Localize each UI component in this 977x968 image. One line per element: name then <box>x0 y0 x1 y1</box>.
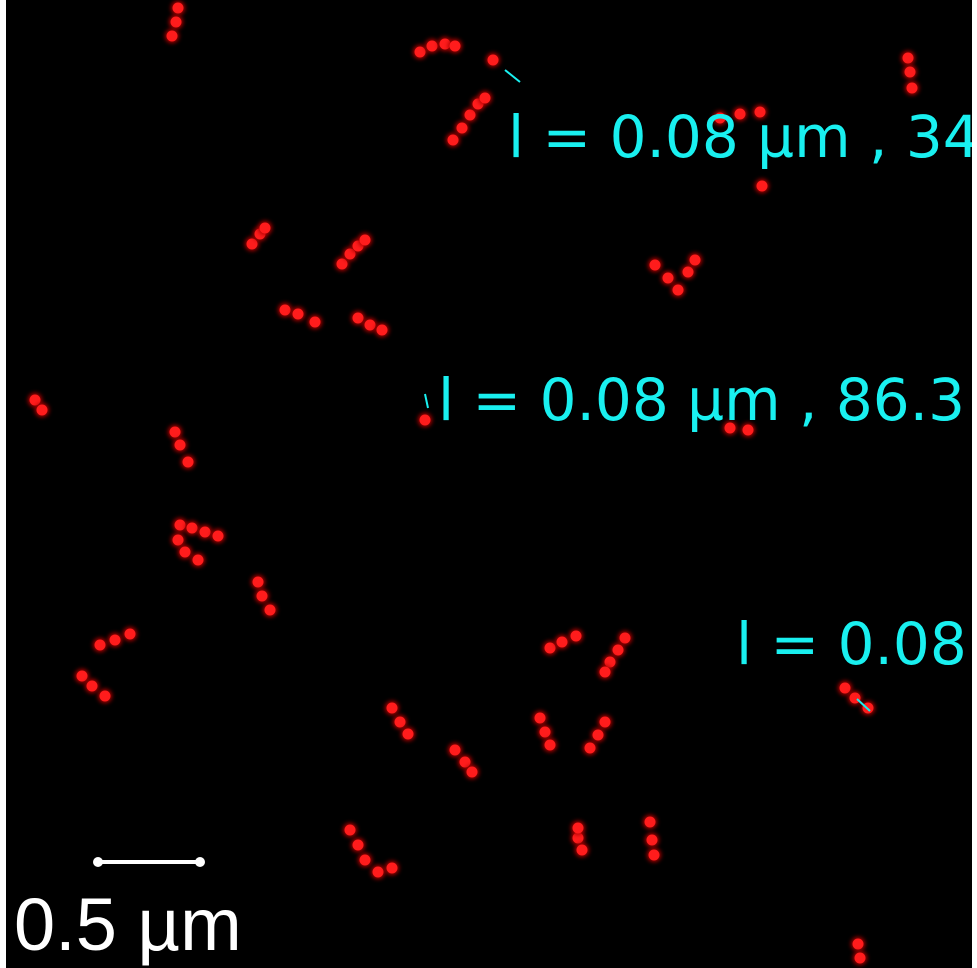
spot <box>480 93 491 104</box>
annotation: l = 0.08 <box>736 610 967 678</box>
spot <box>448 135 459 146</box>
spot <box>613 645 624 656</box>
spot <box>87 681 98 692</box>
spot <box>280 305 291 316</box>
spot <box>690 255 701 266</box>
spot <box>125 629 136 640</box>
spot <box>663 273 674 284</box>
spot <box>180 547 191 558</box>
spot <box>557 637 568 648</box>
spot <box>193 555 204 566</box>
spot <box>465 110 476 121</box>
spot <box>650 260 661 271</box>
spot <box>600 717 611 728</box>
spot <box>545 643 556 654</box>
spot <box>247 239 258 250</box>
spot <box>545 740 556 751</box>
spot <box>855 953 866 964</box>
spot <box>253 577 264 588</box>
spot <box>360 235 371 246</box>
spot <box>571 631 582 642</box>
spot <box>353 840 364 851</box>
spot <box>260 223 271 234</box>
spot <box>647 835 658 846</box>
scale-bar-end <box>195 857 205 867</box>
spot <box>257 591 268 602</box>
spot <box>673 285 684 296</box>
spot <box>345 825 356 836</box>
spot <box>415 47 426 58</box>
spot <box>600 667 611 678</box>
spot <box>387 863 398 874</box>
spot <box>683 267 694 278</box>
annotation: l = 0.08 µm , 86.3 <box>438 366 965 434</box>
spot <box>395 717 406 728</box>
spot <box>337 259 348 270</box>
spot <box>577 845 588 856</box>
spot <box>457 123 468 134</box>
micrograph: l = 0.08 µm , 34 l = 0.08 µm , 86.3 l = … <box>0 0 977 968</box>
spot <box>171 17 182 28</box>
spot <box>905 67 916 78</box>
page: l = 0.08 µm , 34 l = 0.08 µm , 86.3 l = … <box>0 0 977 968</box>
spot <box>420 415 431 426</box>
spot <box>37 405 48 416</box>
spot <box>365 320 376 331</box>
spot <box>110 635 121 646</box>
spot <box>170 427 181 438</box>
spot <box>649 850 660 861</box>
spot <box>175 440 186 451</box>
spot <box>540 727 551 738</box>
spot <box>840 683 851 694</box>
spot <box>200 527 211 538</box>
spot <box>585 743 596 754</box>
spot <box>173 535 184 546</box>
spot <box>645 817 656 828</box>
spot <box>573 823 584 834</box>
spot <box>450 41 461 52</box>
spot <box>853 939 864 950</box>
spot <box>450 745 461 756</box>
spot <box>535 713 546 724</box>
spot <box>757 181 768 192</box>
spot <box>265 605 276 616</box>
spot <box>213 531 224 542</box>
spot <box>373 867 384 878</box>
spot <box>403 729 414 740</box>
spot <box>467 767 478 778</box>
spot <box>95 640 106 651</box>
spot <box>387 703 398 714</box>
spot <box>353 313 364 324</box>
spot <box>187 523 198 534</box>
spot <box>100 691 111 702</box>
spot <box>183 457 194 468</box>
spot <box>620 633 631 644</box>
scale-bar-end <box>93 857 103 867</box>
image-area: l = 0.08 µm , 34 l = 0.08 µm , 86.3 l = … <box>6 0 977 968</box>
scale-bar-label: 0.5 µm <box>14 883 242 966</box>
spot <box>293 309 304 320</box>
spot <box>907 83 918 94</box>
spot <box>175 520 186 531</box>
spot <box>593 730 604 741</box>
spot <box>427 41 438 52</box>
spot <box>360 855 371 866</box>
spot <box>77 671 88 682</box>
spot <box>903 53 914 64</box>
spot <box>310 317 321 328</box>
annotation: l = 0.08 µm , 34 <box>508 103 977 171</box>
spot <box>173 3 184 14</box>
spot <box>377 325 388 336</box>
spot <box>488 55 499 66</box>
spot <box>167 31 178 42</box>
